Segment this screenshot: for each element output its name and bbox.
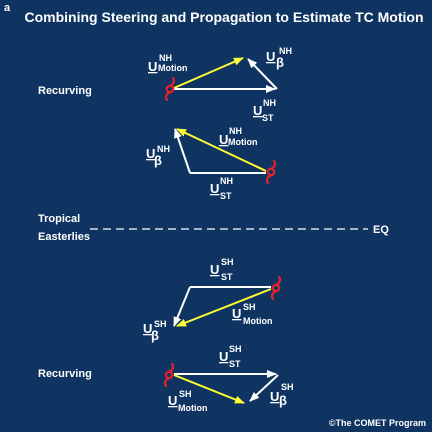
cyclone-symbol-icon (265, 159, 277, 185)
label-main: U (219, 349, 228, 364)
label-sub: ST (262, 113, 274, 123)
triangle-nh-recurving: Recurving U NH Motion U NH β U NH ST (38, 46, 292, 123)
label-main: U (210, 181, 219, 196)
motion-arrow (176, 128, 267, 172)
label-sup: SH (179, 389, 192, 399)
beta-arrow (249, 374, 279, 402)
label-sub: β (276, 55, 284, 70)
label-sub: β (154, 153, 162, 168)
label-sub: β (151, 328, 159, 343)
cyclone-symbol-icon (163, 362, 175, 388)
equator-label-line1: Tropical (38, 213, 80, 225)
label-sub: β (279, 393, 287, 408)
label-main: U (266, 49, 275, 64)
label-main: U (146, 146, 155, 161)
beta-arrow (247, 58, 278, 90)
side-label: Recurving (38, 368, 92, 380)
label-main: U (148, 59, 157, 74)
label-sup: SH (229, 344, 242, 354)
beta-arrow (174, 128, 191, 174)
triangle-sh: U SH ST U SH β U SH Motion (143, 257, 282, 343)
triangle-sh-recurving: Recurving U SH ST U SH Motion U SH β (38, 344, 294, 413)
label-sup: SH (221, 257, 234, 267)
motion-arrow (173, 57, 244, 89)
label-sup: SH (281, 382, 294, 392)
beta-arrow (173, 286, 191, 327)
panel-letter: a (4, 2, 11, 14)
label-sub: Motion (228, 137, 258, 147)
label-main: U (253, 103, 262, 118)
diagram-title: Combining Steering and Propagation to Es… (25, 9, 424, 25)
label-sup: SH (154, 319, 167, 329)
triangle-nh: U NH Motion U NH β U NH ST (146, 126, 277, 201)
label-sup: NH (157, 144, 170, 154)
label-main: U (232, 306, 241, 321)
equator-label-right: EQ (373, 224, 389, 236)
label-sub: Motion (178, 403, 208, 413)
motion-arrow (173, 374, 245, 404)
credit: ©The COMET Program (329, 418, 426, 428)
label-sup: NH (220, 176, 233, 186)
label-sub: Motion (158, 63, 188, 73)
label-sub: ST (229, 359, 241, 369)
label-sup: SH (243, 302, 256, 312)
label-main: U (143, 321, 152, 336)
label-sup: NH (159, 53, 172, 63)
label-sup: NH (229, 126, 242, 136)
label-main: U (168, 393, 177, 408)
label-sup: NH (263, 98, 276, 108)
label-sub: Motion (243, 316, 273, 326)
label-main: U (270, 389, 279, 404)
label-main: U (210, 262, 219, 277)
cyclone-symbol-icon (270, 275, 282, 301)
equator-label-line2: Easterlies (38, 231, 90, 243)
side-label: Recurving (38, 85, 92, 97)
label-sup: NH (279, 46, 292, 56)
label-main: U (219, 132, 228, 147)
cyclone-symbol-icon (164, 76, 176, 102)
equator: Tropical Easterlies EQ (38, 213, 389, 243)
motion-arrow (176, 288, 272, 327)
label-sub: ST (220, 191, 232, 201)
label-sub: ST (221, 272, 233, 282)
